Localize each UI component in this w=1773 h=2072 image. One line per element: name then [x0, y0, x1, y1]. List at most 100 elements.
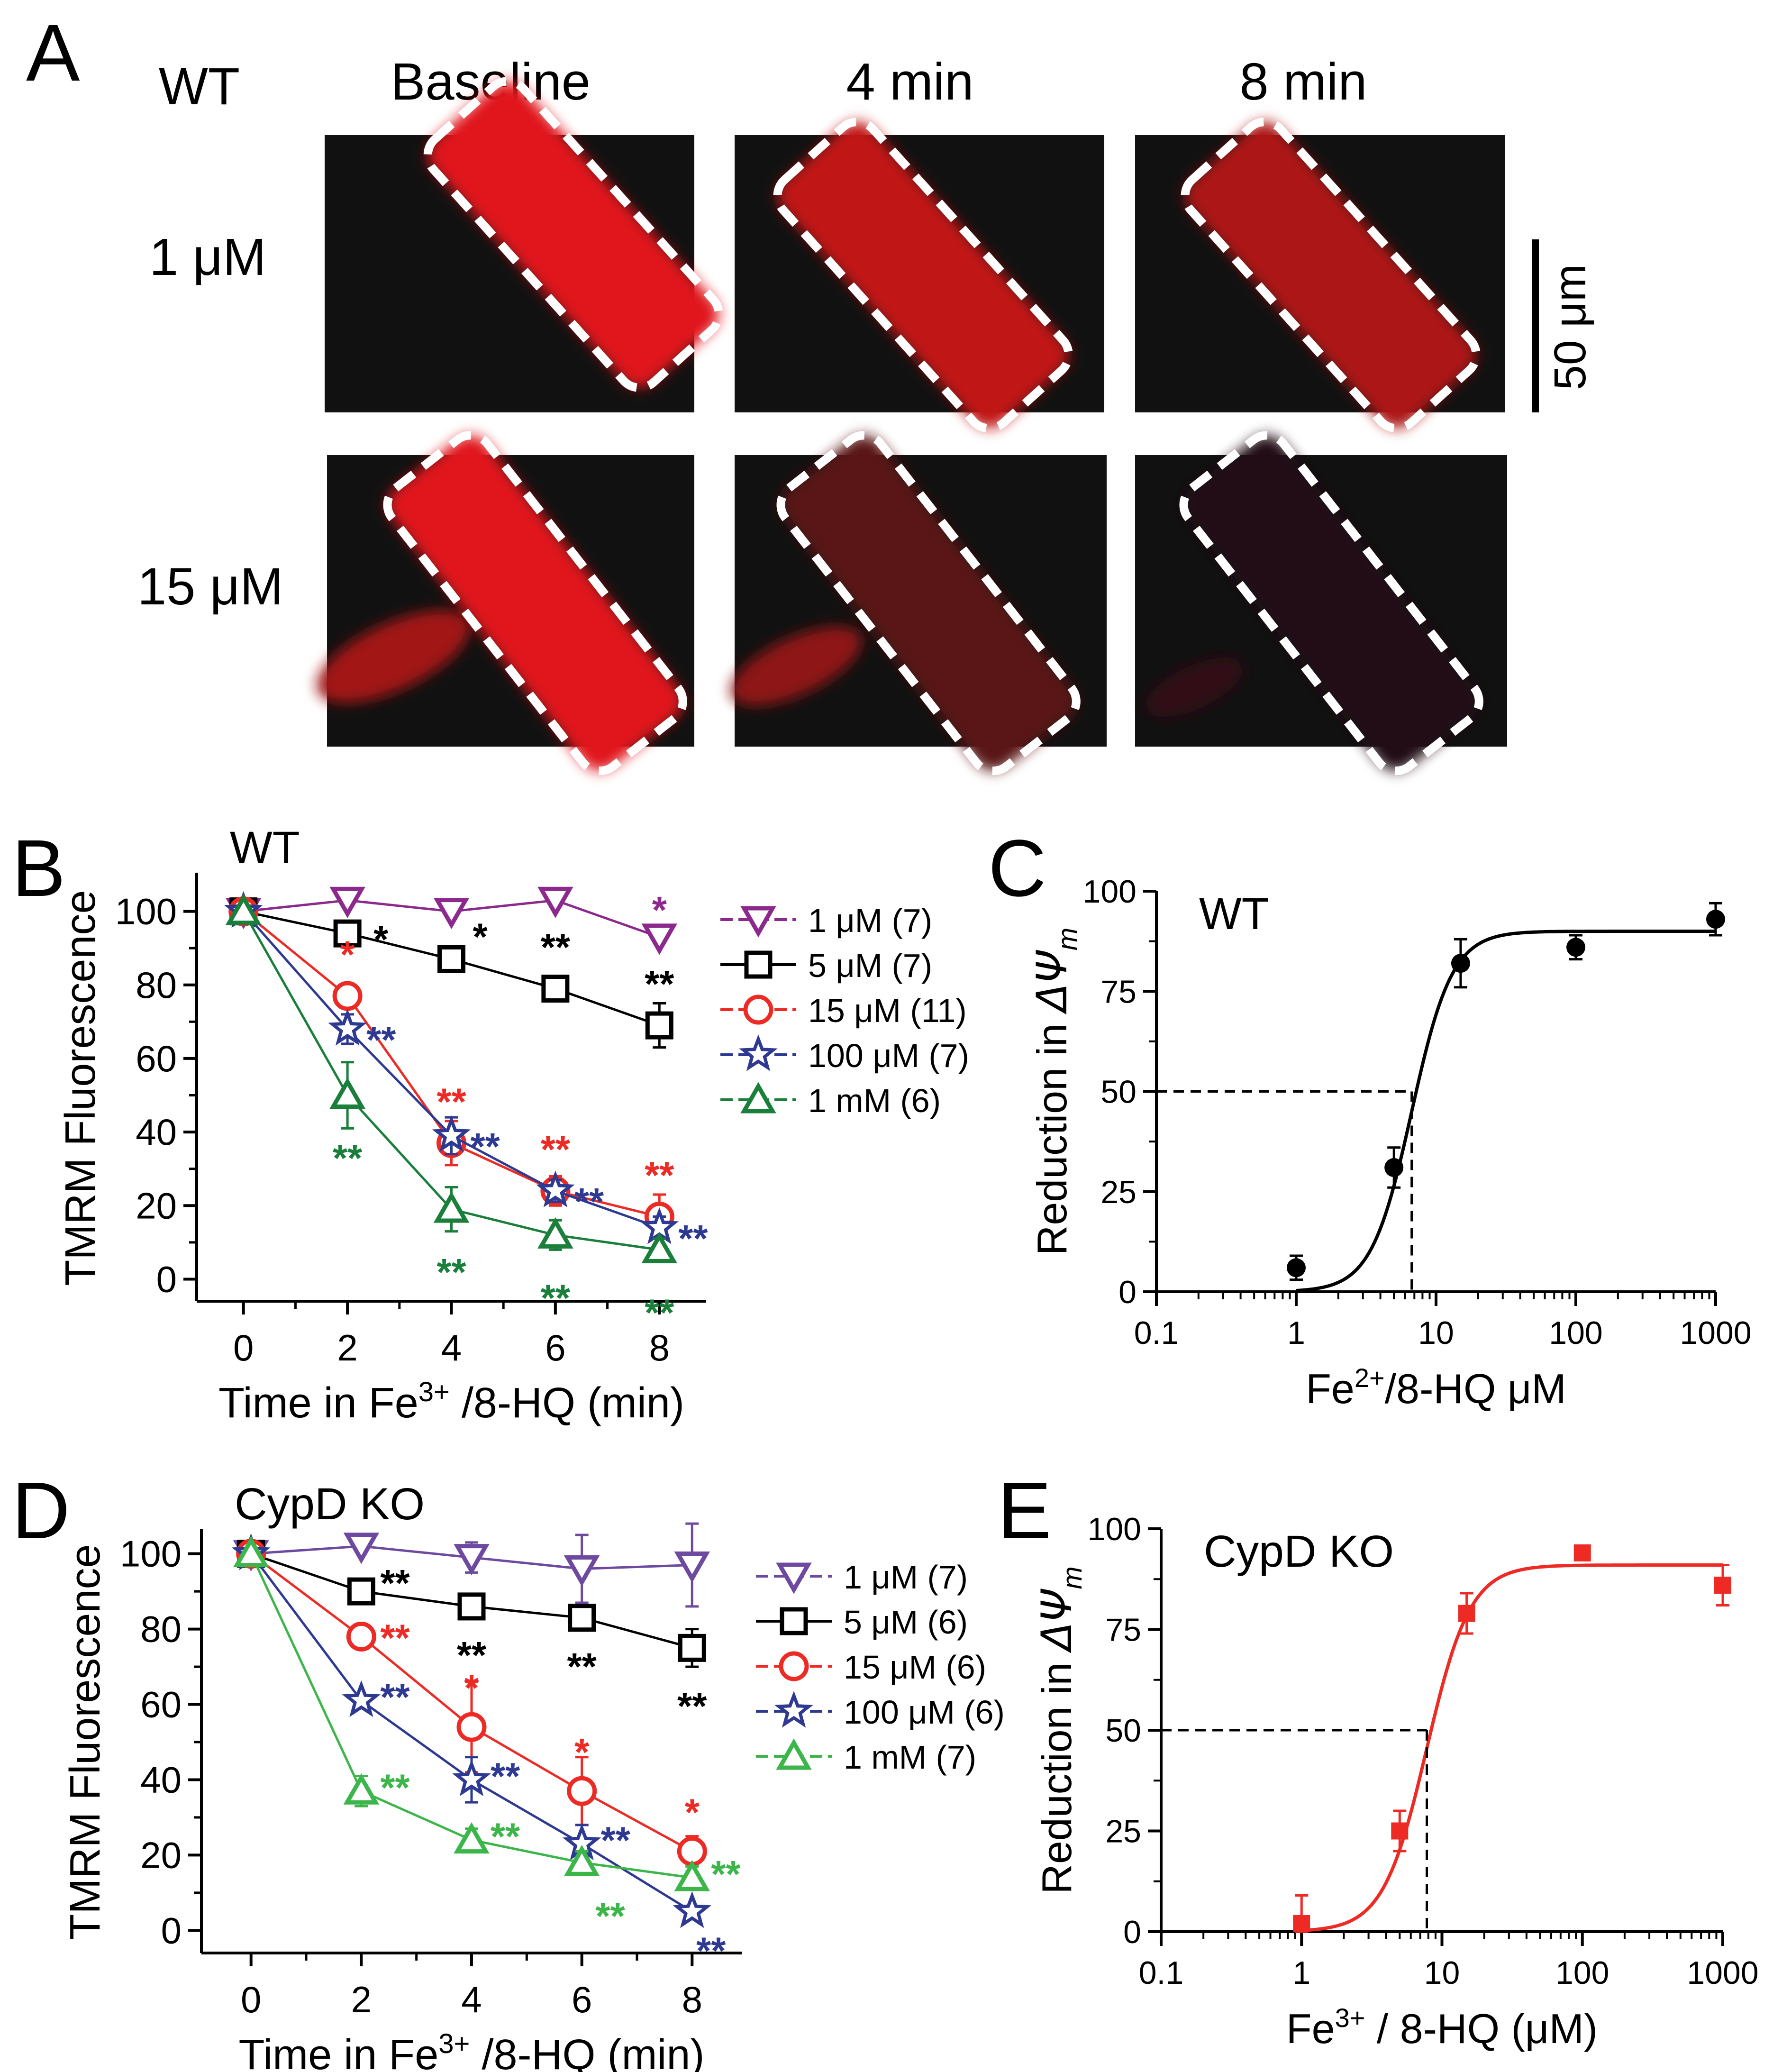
y-axis-label: Reduction in ΔΨm: [1027, 928, 1083, 1255]
x-tick-label: 4: [441, 1327, 462, 1369]
data-point: [1566, 938, 1585, 957]
chart-title: WT: [230, 822, 300, 873]
significance-stars: **: [491, 1755, 520, 1797]
significance-stars: *: [685, 1791, 700, 1833]
x-tick-label: 0: [233, 1327, 254, 1369]
significance-stars: **: [541, 926, 571, 968]
significance-stars: **: [380, 1676, 410, 1718]
y-tick-label: 40: [140, 1759, 182, 1800]
y-tick-label: 0: [1123, 1914, 1141, 1950]
data-point: [452, 1759, 491, 1797]
data-point: [673, 1891, 712, 1928]
x-axis-label: Time in Fe3+ /8-HQ (min): [239, 2028, 705, 2072]
y-tick-label: 40: [136, 1111, 177, 1153]
data-point: [674, 1860, 710, 1891]
significance-stars: *: [652, 889, 667, 931]
data-point: [641, 923, 678, 955]
data-point: [454, 1544, 490, 1576]
y-tick-label: 0: [161, 1909, 182, 1951]
micrograph-1um-4min: [735, 118, 1104, 433]
data-point: [567, 1776, 597, 1806]
data-point: [437, 945, 465, 973]
data-point: [564, 1844, 600, 1876]
chart-title: CypD KO: [235, 1479, 425, 1529]
x-tick-label: 0.1: [1134, 1315, 1179, 1351]
significance-stars: **: [645, 1291, 674, 1333]
data-point: [329, 1077, 365, 1109]
data-point: [674, 1552, 710, 1583]
data-point: [346, 1622, 376, 1652]
significance-stars: *: [473, 915, 488, 958]
legend-marker: [776, 1562, 812, 1594]
panel-e-chart: 0.1 1 10 100 1000 0 25 50 75 100 Fe3+ / 8-HQ (μM) R…: [1032, 1511, 1759, 2052]
legend-marker: [739, 1034, 778, 1071]
significance-stars: **: [541, 1128, 571, 1170]
data-point: [347, 1577, 375, 1606]
x-axis-label-part: Time in Fe: [218, 1379, 418, 1427]
significance-stars: **: [596, 1895, 626, 1937]
y-axis-label: TMRM Fluorescence: [62, 1544, 109, 1940]
data-point: [329, 886, 365, 918]
x-tick-label: 4: [461, 1979, 482, 2020]
y-axis-label-subscript: m: [1052, 928, 1083, 950]
significance-stars: **: [333, 1137, 363, 1179]
y-tick-label: 75: [1100, 974, 1137, 1010]
data-point: [225, 894, 262, 925]
series-0: *: [225, 886, 678, 955]
x-axis-label-part: Fe: [1306, 1365, 1355, 1412]
legend-label: 5 μM (7): [808, 947, 932, 984]
significance-stars: **: [366, 1019, 396, 1061]
legend-label: 100 μM (7): [808, 1037, 969, 1074]
series-3: ********: [224, 891, 708, 1260]
legend-marker: [743, 995, 773, 1025]
legend: 1 μM (7) 5 μM (6) 15 μM (6) 100 μM (6) 1 mM …: [756, 1559, 1005, 1776]
x-axis-label-superscript: 2+: [1355, 1363, 1385, 1393]
legend-label: 100 μM (6): [844, 1694, 1005, 1731]
x-axis-label-part: Time in Fe: [239, 2031, 439, 2072]
legend-label: 1 mM (7): [844, 1739, 976, 1776]
y-axis-label-part: Reduction in: [1028, 1012, 1075, 1256]
panel-d-letter: D: [12, 1466, 70, 1556]
y-tick-label: 80: [136, 964, 177, 1006]
chart-title: CypD KO: [1204, 1526, 1394, 1577]
data-point: [641, 1232, 678, 1263]
y-axis-label-part: ΔΨ: [1027, 949, 1076, 1014]
y-tick-label: 100: [1088, 1511, 1141, 1547]
data-point: [541, 975, 570, 1003]
data-point: [456, 1712, 487, 1742]
data-point: [328, 1009, 367, 1046]
legend-marker: [744, 950, 773, 979]
y-tick-label: 100: [115, 891, 177, 932]
panel-c-chart: 0.1 1 10 100 1000 0 25 50 75 100 Fe2+/8-HQ μM Reduc…: [1027, 874, 1752, 1412]
panel-a-genotype-label: WT: [159, 57, 240, 116]
significance-stars: **: [696, 1930, 726, 1972]
legend-label: 5 μM (6): [844, 1604, 968, 1641]
significance-stars: **: [436, 1251, 466, 1293]
significance-stars: **: [380, 1562, 410, 1604]
data-point: [1573, 1544, 1591, 1561]
legend-label: 1 μM (7): [808, 902, 932, 939]
column-label-4-min: 4 min: [846, 53, 974, 111]
data-point: [457, 1592, 486, 1621]
significance-stars: **: [436, 1080, 466, 1123]
significance-stars: **: [645, 1154, 674, 1196]
y-axis-label: TMRM Fluorescence: [57, 890, 104, 1286]
data-point: [1391, 1822, 1409, 1840]
micrograph-1um-baseline: [325, 77, 723, 412]
x-tick-label: 100: [1555, 1955, 1609, 1991]
significance-stars: *: [574, 1731, 590, 1773]
significance-stars: **: [678, 1217, 708, 1260]
data-point: [678, 1634, 706, 1662]
x-tick-label: 6: [545, 1327, 565, 1369]
data-point: [454, 1822, 490, 1854]
data-point: [1451, 954, 1470, 973]
legend: 1 μM (7) 5 μM (7) 15 μM (11) 100 μM (7) 1 mM…: [720, 902, 969, 1119]
y-tick-label: 75: [1105, 1612, 1141, 1648]
y-tick-label: 20: [140, 1834, 182, 1876]
chart-title: WT: [1199, 889, 1269, 939]
significance-stars: *: [373, 918, 389, 960]
y-tick-label: 20: [136, 1185, 177, 1226]
data-point: [536, 1170, 575, 1207]
